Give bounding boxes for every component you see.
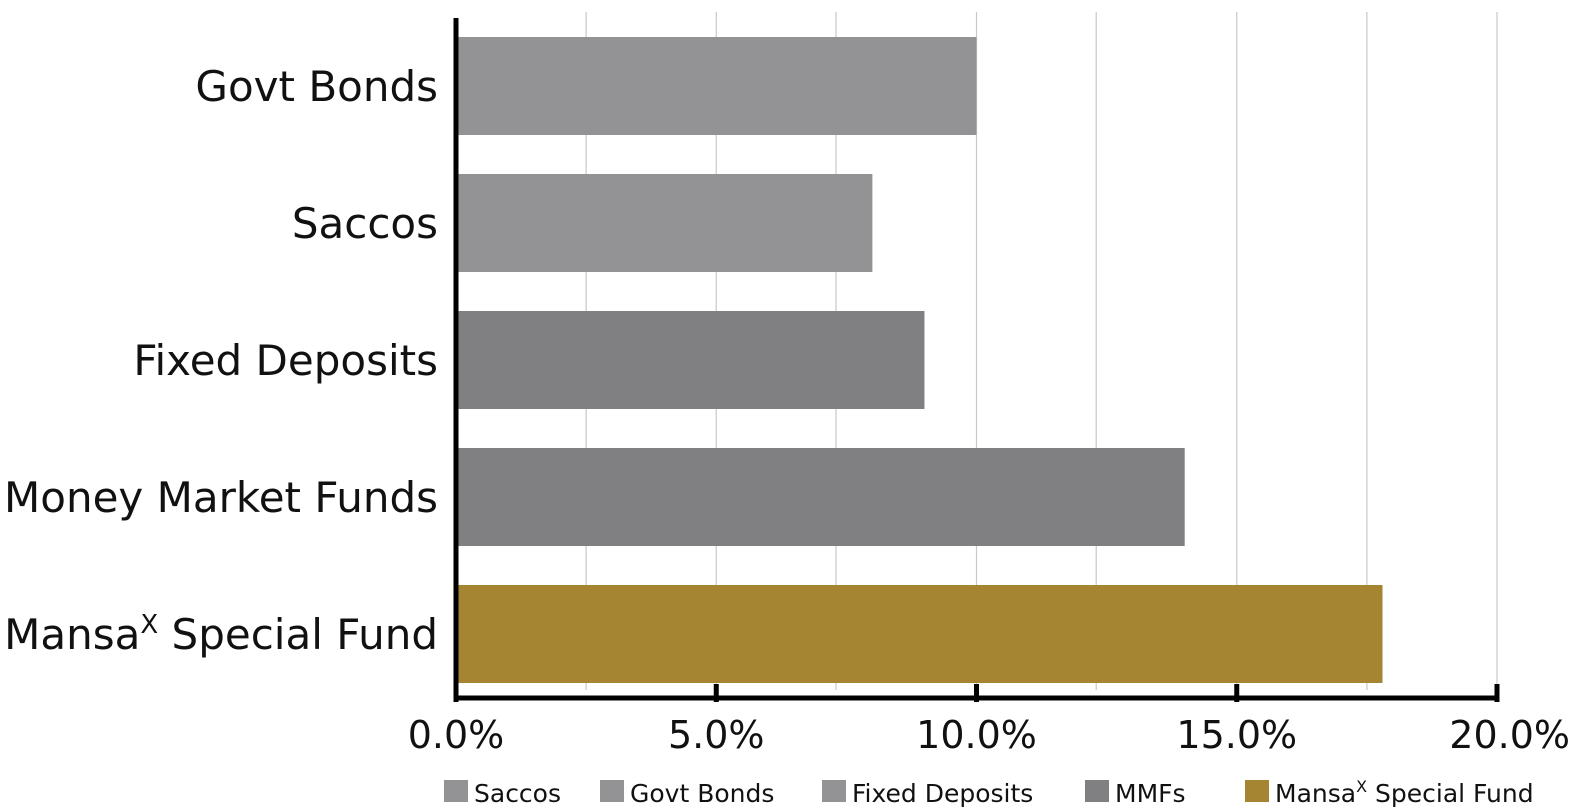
bar-saccos (456, 174, 873, 272)
category-label-saccos: Saccos (292, 199, 438, 248)
legend-label-fixed-deposits: Fixed Deposits (852, 779, 1033, 808)
x-tick-label: 5.0% (668, 713, 765, 757)
bar-mansax-special-fund (456, 585, 1383, 683)
legend-swatch-mmfs (1085, 780, 1109, 802)
legend-swatch-govt-bonds (600, 780, 624, 802)
x-tick-labels: 0.0% 5.0% 10.0% 15.0% 20.0% (408, 713, 1570, 757)
bars (456, 37, 1383, 683)
x-tick-label: 15.0% (1176, 713, 1297, 757)
category-label-mansax-special-fund: MansaX Special Fund (4, 610, 438, 659)
legend-label-govt-bonds: Govt Bonds (630, 779, 774, 808)
axes (453, 18, 1500, 702)
category-labels: Govt Bonds Saccos Fixed Deposits Money Mark… (4, 62, 438, 659)
legend: Saccos Govt Bonds Fixed Deposits MMFs MansaX… (444, 777, 1534, 808)
legend-label-saccos: Saccos (474, 779, 561, 808)
bar-money-market-funds (456, 448, 1185, 546)
x-tick-label: 0.0% (408, 713, 505, 757)
legend-swatch-saccos (444, 780, 468, 802)
bar-govt-bonds (456, 37, 977, 135)
legend-swatch-mansax-special-fund (1245, 780, 1269, 802)
category-label-fixed-deposits: Fixed Deposits (133, 336, 438, 385)
x-tick-label: 10.0% (916, 713, 1037, 757)
x-tick-label: 20.0% (1449, 713, 1570, 757)
legend-label-mmfs: MMFs (1115, 779, 1186, 808)
category-label-govt-bonds: Govt Bonds (195, 62, 438, 111)
legend-label-mansax-special-fund: MansaX Special Fund (1275, 777, 1534, 808)
category-label-money-market-funds: Money Market Funds (4, 473, 438, 522)
bar-fixed-deposits (456, 311, 925, 409)
legend-swatch-fixed-deposits (822, 780, 846, 802)
